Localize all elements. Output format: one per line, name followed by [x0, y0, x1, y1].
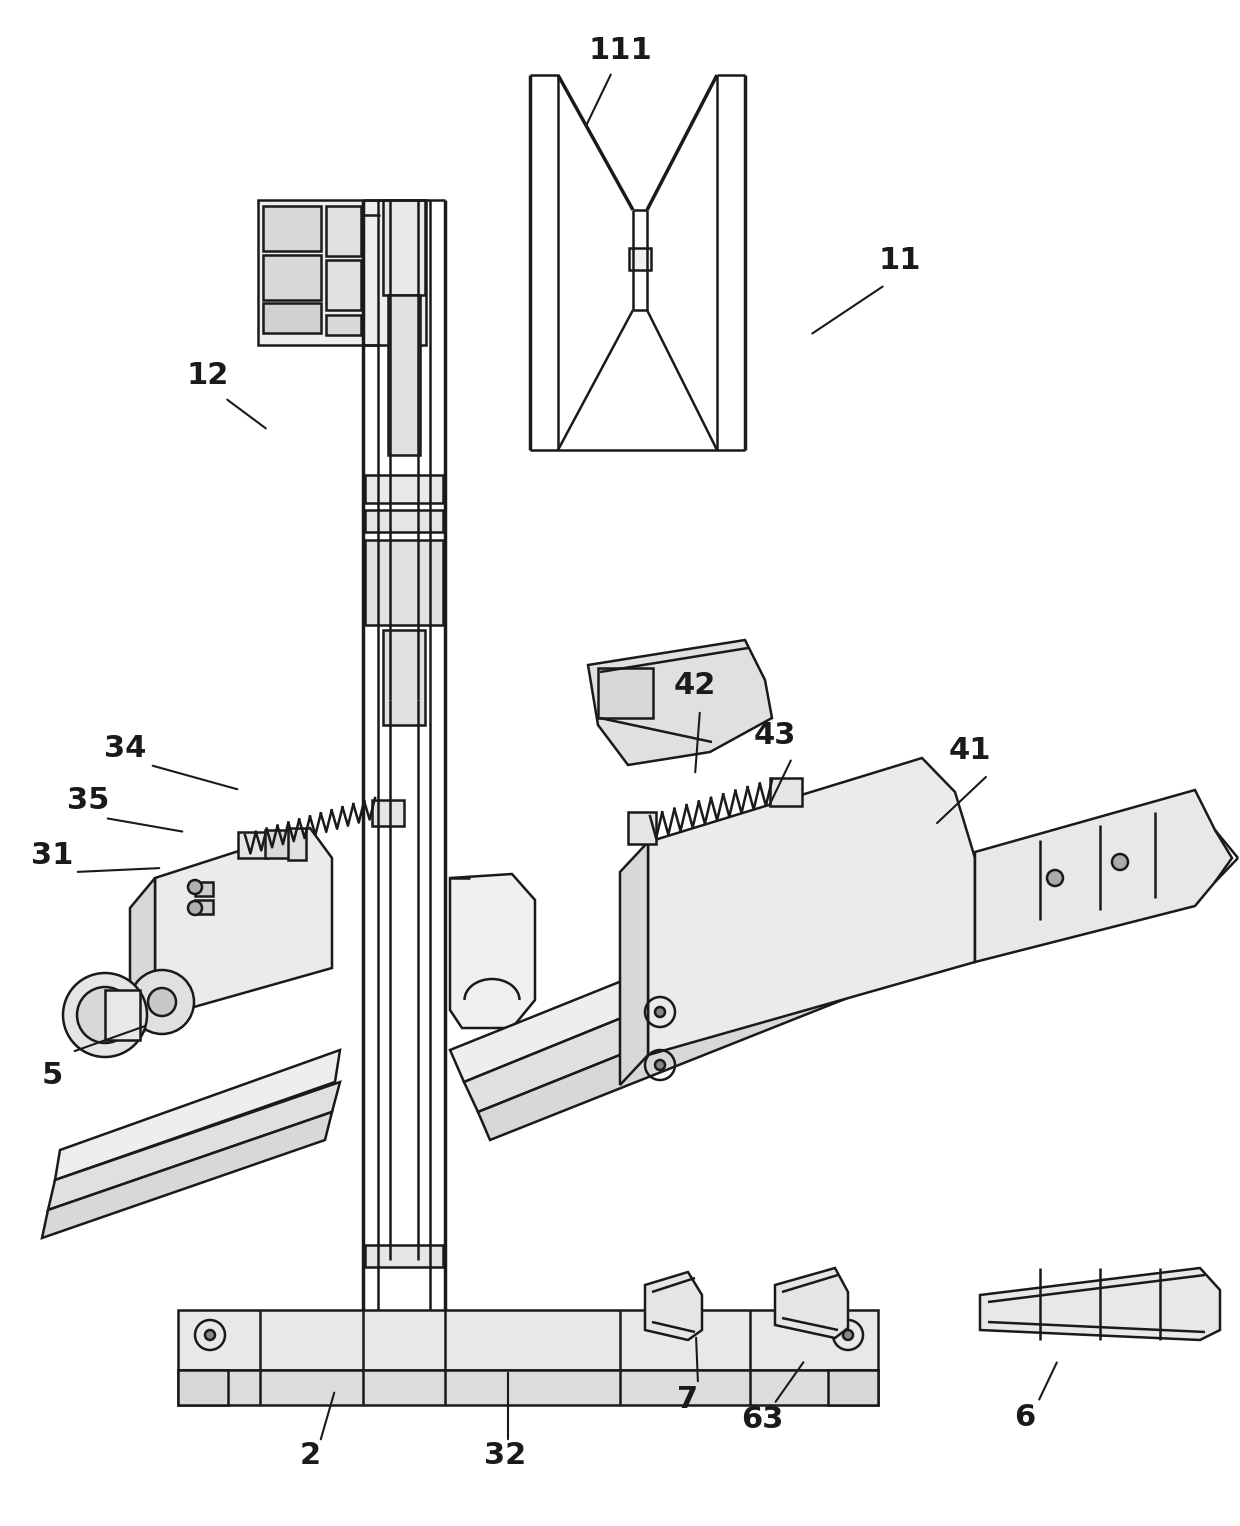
- Bar: [263, 255, 321, 301]
- Circle shape: [188, 900, 202, 916]
- Circle shape: [130, 971, 193, 1035]
- Bar: [365, 475, 443, 504]
- Bar: [365, 510, 443, 533]
- Text: 43: 43: [754, 720, 796, 749]
- Circle shape: [77, 987, 133, 1042]
- Polygon shape: [450, 877, 892, 1082]
- Polygon shape: [130, 877, 155, 1048]
- Bar: [326, 314, 361, 336]
- Text: 12: 12: [187, 360, 229, 389]
- Text: 31: 31: [31, 841, 73, 870]
- Polygon shape: [649, 758, 975, 1054]
- Circle shape: [188, 881, 202, 894]
- Text: 11: 11: [879, 246, 921, 275]
- Bar: [263, 206, 321, 250]
- Text: 42: 42: [673, 670, 717, 699]
- Polygon shape: [48, 1082, 340, 1210]
- Polygon shape: [980, 1268, 1220, 1340]
- Polygon shape: [464, 908, 906, 1112]
- Bar: [598, 668, 653, 719]
- Bar: [258, 200, 427, 345]
- Bar: [629, 249, 651, 270]
- Bar: [265, 830, 290, 858]
- Text: 32: 32: [484, 1441, 526, 1470]
- Circle shape: [843, 1331, 853, 1340]
- Polygon shape: [775, 1268, 848, 1338]
- Polygon shape: [450, 874, 534, 1029]
- Text: 34: 34: [104, 734, 146, 763]
- Bar: [770, 778, 802, 806]
- Polygon shape: [645, 1273, 702, 1340]
- Text: 5: 5: [41, 1061, 63, 1090]
- Polygon shape: [975, 790, 1233, 961]
- Bar: [383, 630, 425, 725]
- Bar: [195, 882, 213, 896]
- Circle shape: [148, 987, 176, 1016]
- Circle shape: [1112, 855, 1128, 870]
- Bar: [365, 1245, 443, 1267]
- Bar: [365, 540, 443, 626]
- Bar: [383, 200, 425, 295]
- Bar: [828, 1370, 878, 1405]
- Bar: [179, 1370, 878, 1405]
- Polygon shape: [42, 1112, 332, 1238]
- Bar: [326, 206, 361, 256]
- Circle shape: [655, 1061, 665, 1070]
- Polygon shape: [477, 940, 918, 1140]
- Polygon shape: [155, 829, 332, 1018]
- Text: 6: 6: [1014, 1404, 1035, 1433]
- Text: 111: 111: [588, 35, 652, 64]
- Text: 41: 41: [949, 736, 991, 765]
- Bar: [627, 812, 656, 844]
- Text: 63: 63: [740, 1405, 784, 1434]
- Bar: [326, 259, 361, 310]
- Polygon shape: [588, 639, 773, 765]
- Bar: [195, 900, 213, 914]
- Circle shape: [655, 1007, 665, 1016]
- Bar: [372, 800, 404, 826]
- Text: 35: 35: [67, 786, 109, 815]
- Bar: [263, 304, 321, 333]
- Circle shape: [63, 974, 148, 1058]
- Bar: [238, 832, 268, 858]
- Bar: [179, 1370, 228, 1405]
- Polygon shape: [620, 842, 649, 1085]
- Polygon shape: [55, 1050, 340, 1180]
- Bar: [288, 829, 306, 861]
- Bar: [105, 990, 140, 1041]
- Circle shape: [1047, 870, 1063, 887]
- Circle shape: [205, 1331, 215, 1340]
- Bar: [388, 295, 420, 455]
- Bar: [179, 1309, 878, 1370]
- Text: 7: 7: [677, 1386, 698, 1415]
- Text: 2: 2: [299, 1441, 321, 1470]
